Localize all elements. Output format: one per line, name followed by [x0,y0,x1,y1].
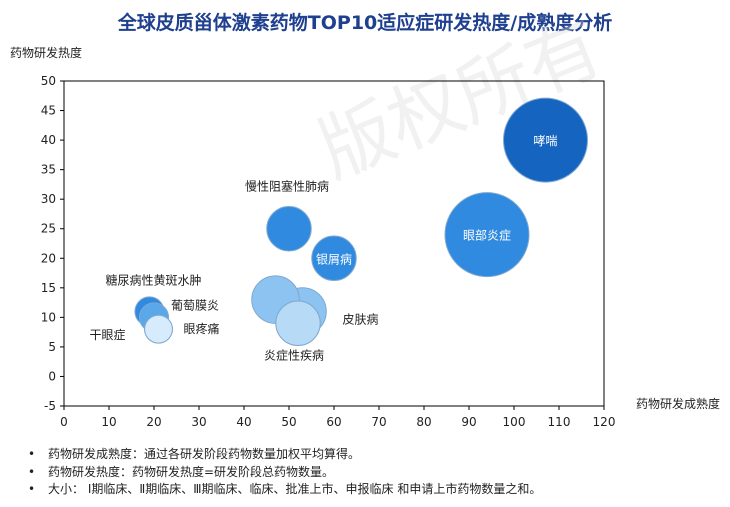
bubble-label: 银屑病 [316,251,352,266]
y-axis-label: 药物研发热度 [10,46,83,60]
x-tick-label: 50 [281,415,296,429]
x-axis-label: 药物研发成熟度 [636,396,720,411]
note-item: 药物研发热度：药物研发热度=研发阶段总药物数量。 [28,464,541,482]
y-tick-label: 15 [41,281,56,295]
bubble-label: 干眼症 [89,327,125,342]
y-tick-label: 0 [48,369,56,383]
y-tick-label: 40 [41,133,56,147]
x-tick-label: 40 [236,415,251,429]
bubble-chart: -5 0 5 10 15 20 25 30 35 40 45 50 0 10 20 30 40 50 60 70 80 9… [41,74,720,429]
x-tick-label: 0 [60,415,68,429]
y-tick-label: 20 [41,251,56,265]
y-tick-label: 35 [41,163,56,177]
bubble-label: 眼疼痛 [184,321,220,336]
bubble-label: 眼部炎症 [463,228,511,243]
x-tick-label: 120 [593,415,616,429]
bubble-label: 哮喘 [533,134,557,148]
note-item: 大小： Ⅰ期临床、Ⅱ期临床、Ⅲ期临床、临床、批准上市、申报临床 和申请上市药物数… [28,481,541,499]
x-tick-label: 30 [191,415,206,429]
y-tick-label: 10 [41,310,56,324]
bubble-label: 炎症性疾病 [264,347,324,362]
bubble [266,206,312,252]
bubble [444,192,530,278]
x-tick-label: 10 [101,415,116,429]
x-tick-label: 80 [416,415,431,429]
bubble [311,235,357,281]
x-tick-label: 60 [326,415,341,429]
page-title: 全球皮质甾体激素药物TOP10适应症研发热度/成熟度分析 [117,12,613,34]
y-tick-label: -5 [44,399,56,413]
bubble [144,314,173,344]
note-item: 药物研发成熟度：通过各研发阶段药物数量加权平均算得。 [28,446,541,464]
bubble-label: 慢性阻塞性肺病 [245,179,329,194]
x-tick-label: 100 [503,415,526,429]
bubble [503,97,588,183]
x-tick-label: 70 [371,415,386,429]
y-tick-label: 50 [41,74,56,88]
y-tick-label: 5 [48,340,56,354]
bubble-label: 糖尿病性黄斑水肿 [105,272,201,287]
bubble-label: 皮肤病 [343,311,379,326]
y-tick-label: 30 [41,192,56,206]
bubble [275,300,321,346]
x-tick-label: 20 [146,415,161,429]
bubble-label: 葡萄膜炎 [171,298,219,312]
y-tick-label: 45 [41,104,56,118]
x-tick-label: 110 [548,415,571,429]
y-tick-label: 25 [41,222,56,236]
x-tick-label: 90 [461,415,476,429]
notes-list: 药物研发成熟度：通过各研发阶段药物数量加权平均算得。 药物研发热度：药物研发热度… [28,446,541,499]
